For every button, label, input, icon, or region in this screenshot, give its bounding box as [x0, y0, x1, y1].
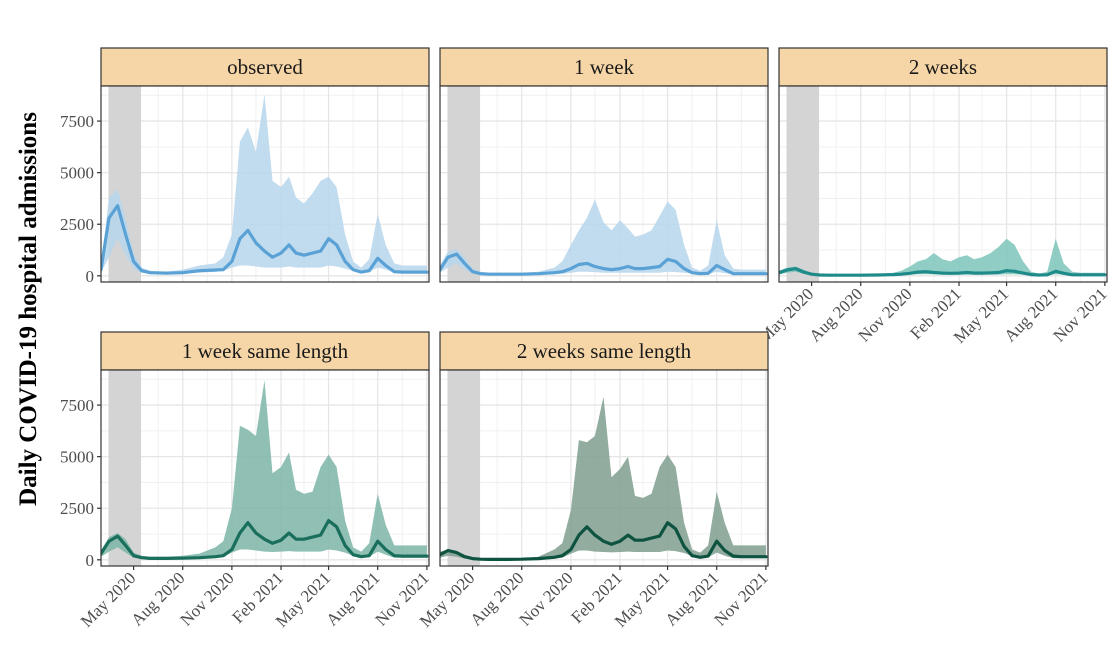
- median-line: [440, 521, 768, 561]
- facet-strip: [100, 47, 430, 87]
- plot-area: [101, 86, 429, 282]
- facet-strip: [100, 331, 430, 371]
- panel-border: [778, 85, 1108, 283]
- plot-area: [440, 86, 768, 282]
- plot-area: [101, 370, 429, 566]
- facet-strip: [778, 47, 1108, 87]
- y-axis-label: Daily COVID-19 hospital admissions: [15, 112, 42, 506]
- y-tick-label: 0: [86, 267, 95, 286]
- facet-title: 1 week same length: [182, 339, 349, 363]
- uncertainty-band: [440, 396, 766, 560]
- shaded-period: [447, 370, 481, 566]
- uncertainty-band: [101, 380, 427, 559]
- x-tick-label: Nov 2020: [177, 568, 238, 629]
- panel-border: [100, 369, 430, 567]
- x-tick-label: Nov 2021: [1050, 284, 1111, 345]
- y-tick-label: 7500: [60, 112, 94, 131]
- x-tick-label: Nov 2020: [855, 284, 916, 345]
- facet-strip: [439, 331, 769, 371]
- facet-title: 2 weeks same length: [517, 339, 692, 363]
- y-tick-label: 5000: [60, 164, 94, 183]
- y-tick-label: 0: [86, 551, 95, 570]
- shaded-period: [447, 86, 481, 282]
- panel-border: [439, 369, 769, 567]
- y-tick-label: 2500: [60, 499, 94, 518]
- facet-panel: 1 week: [439, 47, 769, 283]
- x-tick-label: May 2020: [77, 568, 140, 631]
- panel-border: [100, 85, 430, 283]
- shaded-period: [786, 86, 820, 282]
- x-tick-label: Nov 2021: [711, 568, 772, 629]
- median-line: [440, 252, 768, 276]
- y-tick-label: 2500: [60, 215, 94, 234]
- median-line: [101, 519, 429, 560]
- facet-title: 1 week: [574, 55, 635, 79]
- facet-title: observed: [227, 55, 303, 79]
- facet-strip: [439, 47, 769, 87]
- facet-title: 2 weeks: [909, 55, 977, 79]
- uncertainty-band: [101, 94, 427, 274]
- median-line: [101, 204, 429, 275]
- plot-area: [440, 370, 768, 566]
- plot-area: [779, 86, 1107, 282]
- shaded-period: [108, 370, 142, 566]
- uncertainty-band: [440, 199, 766, 275]
- median-line: [779, 267, 1107, 277]
- panel-border: [439, 85, 769, 283]
- y-tick-label: 5000: [60, 448, 94, 467]
- uncertainty-band: [779, 238, 1105, 276]
- x-tick-label: Nov 2020: [516, 568, 577, 629]
- plot-background: [779, 86, 1107, 282]
- facet-panel: observed 0 2500 5000 7500: [60, 47, 430, 286]
- y-tick-label: 7500: [60, 396, 94, 415]
